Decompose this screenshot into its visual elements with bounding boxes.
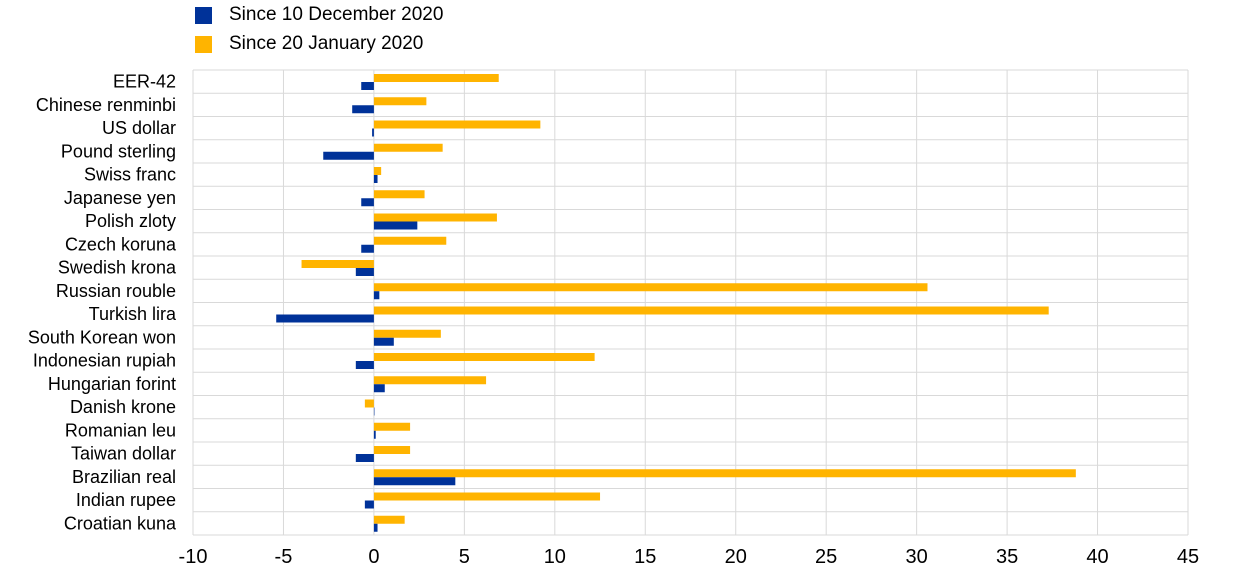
x-tick-label: 40 <box>1086 546 1108 568</box>
bar-since-10-dec-2020 <box>361 244 374 253</box>
bar-since-20-jan-2020 <box>373 329 441 338</box>
category-label: Danish krone <box>70 397 176 417</box>
x-tick-label: -10 <box>179 546 208 568</box>
category-label: Indonesian rupiah <box>33 351 176 371</box>
bar-since-10-dec-2020 <box>373 430 376 439</box>
bar-since-20-jan-2020 <box>373 492 601 501</box>
category-label: EER-42 <box>113 72 176 92</box>
legend-swatch-blue <box>195 6 212 24</box>
bar-since-20-jan-2020 <box>373 446 411 454</box>
bar-since-10-dec-2020 <box>372 128 374 137</box>
category-label: Croatian kuna <box>64 513 177 533</box>
category-label: Hungarian forint <box>48 374 176 394</box>
bar-since-20-jan-2020 <box>373 236 447 245</box>
x-tick-label: 45 <box>1177 546 1199 568</box>
category-label: Brazilian real <box>72 467 176 487</box>
bar-since-20-jan-2020 <box>373 167 382 175</box>
bar-since-10-dec-2020 <box>355 454 374 462</box>
category-label: Chinese renminbi <box>36 95 176 115</box>
bar-since-20-jan-2020 <box>373 469 1076 478</box>
legend-item-dec-2020: Since 10 December 2020 <box>195 4 443 26</box>
bar-since-20-jan-2020 <box>301 260 374 268</box>
bar-since-20-jan-2020 <box>373 422 411 431</box>
bar-since-20-jan-2020 <box>373 283 928 292</box>
category-label: Indian rupee <box>76 490 176 510</box>
x-tick-label: 20 <box>725 546 747 568</box>
category-label: Russian rouble <box>56 281 176 301</box>
x-tick-label: 25 <box>815 546 837 568</box>
legend-label: Since 10 December 2020 <box>229 4 444 25</box>
bar-since-10-dec-2020 <box>373 337 394 346</box>
bar-since-10-dec-2020 <box>352 105 374 114</box>
bar-since-10-dec-2020 <box>373 523 378 532</box>
bar-since-10-dec-2020 <box>373 407 375 416</box>
bar-since-10-dec-2020 <box>323 151 374 160</box>
x-tick-label: 30 <box>906 546 928 568</box>
category-label: Taiwan dollar <box>71 444 176 464</box>
bar-since-10-dec-2020 <box>276 314 374 323</box>
x-tick-label: -5 <box>275 546 293 568</box>
bar-since-10-dec-2020 <box>355 361 374 369</box>
bar-since-10-dec-2020 <box>361 198 374 207</box>
category-label: Swiss franc <box>84 165 176 185</box>
bar-since-20-jan-2020 <box>373 120 541 129</box>
bar-since-20-jan-2020 <box>373 515 405 524</box>
category-label: Romanian leu <box>65 420 176 440</box>
bar-since-20-jan-2020 <box>373 376 487 385</box>
bar-since-20-jan-2020 <box>373 190 425 199</box>
x-tick-label: 0 <box>368 546 379 568</box>
category-label: Turkish lira <box>89 304 177 324</box>
bar-since-20-jan-2020 <box>364 399 374 408</box>
category-label: Japanese yen <box>64 188 176 208</box>
x-tick-label: 10 <box>544 546 566 568</box>
bar-since-20-jan-2020 <box>373 353 595 361</box>
x-tick-label: 15 <box>634 546 656 568</box>
legend-swatch-yellow <box>195 35 212 53</box>
bar-since-10-dec-2020 <box>373 477 456 486</box>
bar-since-20-jan-2020 <box>373 74 499 82</box>
bar-since-10-dec-2020 <box>373 175 378 183</box>
bar-since-20-jan-2020 <box>373 306 1049 315</box>
bar-since-10-dec-2020 <box>373 221 418 230</box>
bar-since-10-dec-2020 <box>355 268 374 276</box>
category-label: US dollar <box>102 118 176 138</box>
category-label: Czech koruna <box>65 234 177 254</box>
bar-since-20-jan-2020 <box>373 97 427 106</box>
bar-since-10-dec-2020 <box>361 82 374 90</box>
x-tick-label: 5 <box>459 546 470 568</box>
legend-item-jan-2020: Since 20 January 2020 <box>195 33 423 55</box>
bar-since-10-dec-2020 <box>373 384 385 393</box>
category-label: South Korean won <box>28 327 176 347</box>
category-label: Polish zloty <box>85 211 176 231</box>
category-label: Swedish krona <box>58 258 177 278</box>
legend-label: Since 20 January 2020 <box>229 33 424 54</box>
bar-since-20-jan-2020 <box>373 143 443 152</box>
bar-since-20-jan-2020 <box>373 213 497 222</box>
x-tick-label: 35 <box>996 546 1018 568</box>
bar-since-10-dec-2020 <box>373 291 380 300</box>
category-label: Pound sterling <box>61 141 176 161</box>
bar-since-10-dec-2020 <box>364 500 374 509</box>
